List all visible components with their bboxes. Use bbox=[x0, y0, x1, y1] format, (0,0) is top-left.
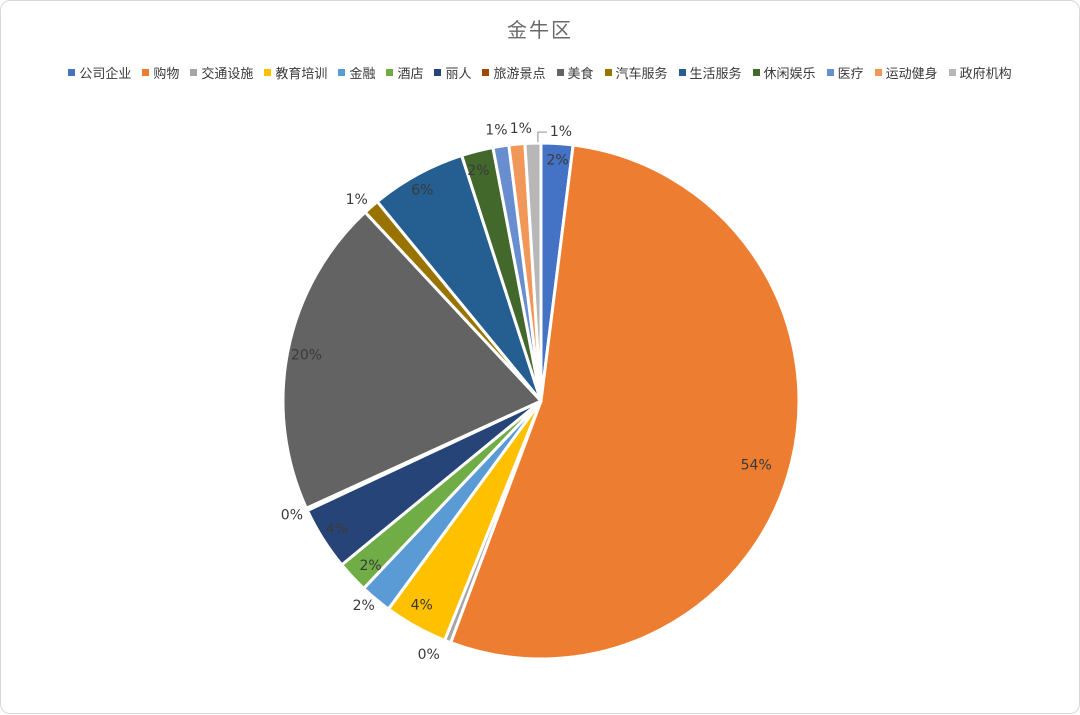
legend-item-6[interactable]: 丽人 bbox=[434, 63, 471, 82]
legend-marker-icon bbox=[190, 69, 198, 76]
pie-slice-1[interactable] bbox=[449, 143, 801, 661]
label-leader-line bbox=[537, 131, 547, 143]
slice-value-label-9: 1% bbox=[346, 192, 368, 208]
legend-marker-icon bbox=[68, 69, 76, 76]
legend-label: 金融 bbox=[349, 67, 376, 82]
legend-item-14[interactable]: 政府机构 bbox=[948, 63, 1012, 82]
legend-label: 旅游景点 bbox=[493, 67, 546, 82]
pie-slice-8[interactable] bbox=[281, 210, 543, 510]
slice-value-label-7: 0% bbox=[281, 508, 303, 524]
slice-value-label-3: 4% bbox=[411, 598, 433, 614]
legend-marker-icon bbox=[142, 69, 150, 76]
legend-item-1[interactable]: 购物 bbox=[142, 63, 179, 82]
legend-marker-icon bbox=[604, 69, 612, 76]
legend-item-0[interactable]: 公司企业 bbox=[68, 63, 131, 82]
slice-value-label-13: 1% bbox=[510, 121, 532, 137]
slice-value-label-2: 0% bbox=[418, 647, 440, 663]
legend-item-3[interactable]: 教育培训 bbox=[264, 63, 327, 82]
legend-item-10[interactable]: 生活服务 bbox=[678, 63, 742, 82]
chart-legend: 公司企业 购物 交通设施 教育培训 金融 酒店 丽人 旅游景点 美食 汽车服务 生活服务 休闲娱乐 医疗… bbox=[1, 63, 1079, 82]
legend-item-5[interactable]: 酒店 bbox=[386, 63, 423, 82]
legend-item-11[interactable]: 休闲娱乐 bbox=[752, 63, 816, 82]
legend-item-7[interactable]: 旅游景点 bbox=[482, 63, 546, 82]
slice-value-label-6: 4% bbox=[326, 521, 348, 537]
slice-value-label-12: 1% bbox=[485, 122, 507, 138]
legend-label: 生活服务 bbox=[689, 67, 742, 82]
slice-value-label-5: 2% bbox=[359, 558, 381, 574]
legend-marker-icon bbox=[826, 69, 834, 76]
legend-marker-icon bbox=[386, 69, 394, 76]
legend-marker-icon bbox=[338, 69, 346, 76]
legend-item-12[interactable]: 医疗 bbox=[826, 63, 864, 82]
legend-label: 美食 bbox=[567, 67, 594, 82]
legend-item-8[interactable]: 美食 bbox=[556, 63, 594, 82]
slice-value-label-1: 54% bbox=[741, 458, 772, 474]
legend-item-2[interactable]: 交通设施 bbox=[190, 63, 253, 82]
slice-value-label-4: 2% bbox=[353, 598, 375, 614]
legend-item-4[interactable]: 金融 bbox=[338, 63, 375, 82]
legend-marker-icon bbox=[556, 69, 564, 76]
legend-label: 交通设施 bbox=[201, 67, 254, 82]
legend-marker-icon bbox=[434, 69, 442, 76]
legend-marker-icon bbox=[264, 69, 272, 76]
legend-marker-icon bbox=[948, 69, 956, 76]
legend-label: 运动健身 bbox=[885, 67, 938, 82]
legend-label: 购物 bbox=[153, 67, 180, 82]
legend-label: 教育培训 bbox=[275, 67, 328, 82]
legend-item-9[interactable]: 汽车服务 bbox=[604, 63, 668, 82]
legend-label: 休闲娱乐 bbox=[763, 67, 816, 82]
legend-label: 酒店 bbox=[397, 67, 424, 82]
legend-marker-icon bbox=[752, 69, 760, 76]
legend-item-13[interactable]: 运动健身 bbox=[874, 63, 938, 82]
slice-value-label-8: 20% bbox=[291, 348, 322, 364]
legend-marker-icon bbox=[874, 69, 882, 76]
legend-marker-icon bbox=[482, 69, 490, 76]
legend-label: 丽人 bbox=[445, 67, 472, 82]
slice-value-label-0: 2% bbox=[546, 153, 568, 169]
legend-label: 汽车服务 bbox=[615, 67, 668, 82]
legend-label: 医疗 bbox=[837, 67, 864, 82]
legend-label: 公司企业 bbox=[79, 67, 132, 82]
slice-value-label-10: 6% bbox=[411, 183, 433, 199]
legend-marker-icon bbox=[678, 69, 686, 76]
chart-title: 金牛区 bbox=[507, 18, 573, 42]
slice-value-label-14: 1% bbox=[550, 124, 572, 140]
legend-label: 政府机构 bbox=[959, 67, 1012, 82]
slice-value-label-11: 2% bbox=[467, 163, 489, 179]
pie-slice-14[interactable] bbox=[523, 141, 543, 403]
